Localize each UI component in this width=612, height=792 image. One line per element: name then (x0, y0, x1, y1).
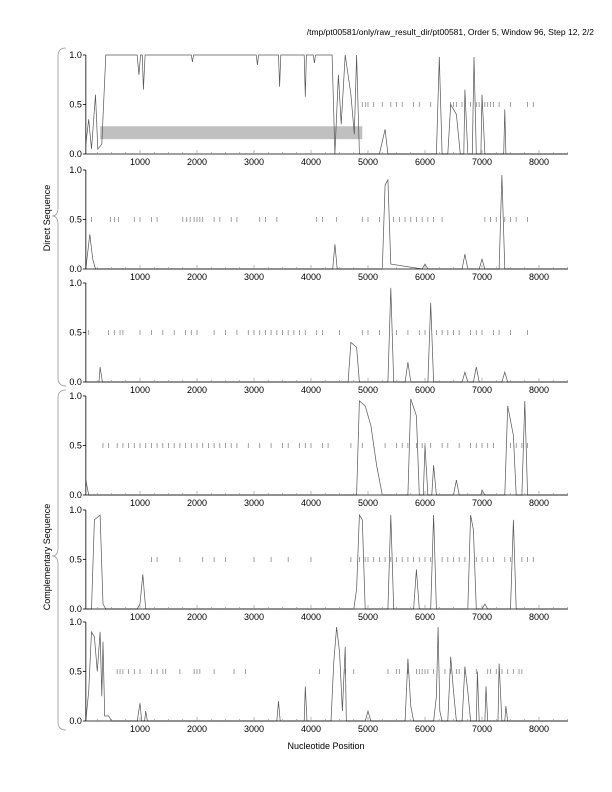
x-tick-label: 2000 (187, 498, 207, 508)
y-tick-label: 1.0 (69, 165, 82, 175)
x-tick-label: 5000 (358, 272, 378, 282)
x-tick-label: 1000 (130, 385, 150, 395)
chart-title: /tmp/pt00581/only/raw_result_dir/pt00581… (306, 27, 594, 37)
coding-potential-line (85, 174, 568, 270)
x-tick-label: 2000 (187, 272, 207, 282)
y-tick-label: 1.0 (69, 278, 82, 288)
x-tick-label: 3000 (244, 498, 264, 508)
x-tick-label: 7000 (472, 157, 492, 167)
x-tick-label: 3000 (244, 157, 264, 167)
y-tick-label: 0.5 (69, 667, 82, 677)
direct-sequence-brace (51, 47, 67, 387)
y-tick-label: 0.0 (69, 377, 82, 387)
x-tick-label: 7000 (472, 612, 492, 622)
y-tick-label: 0.0 (69, 264, 82, 274)
panel-3: 0.0 0.5 1.0 1000 2000 3000 4000 5000 6000 7000 800… (69, 278, 568, 395)
y-tick-label: 0.5 (69, 441, 82, 451)
y-tick-label: 1.0 (69, 50, 82, 60)
x-tick-label: 1000 (130, 724, 150, 734)
y-tick-label: 0.5 (69, 100, 82, 110)
y-tick-label: 0.5 (69, 215, 82, 225)
x-tick-label: 6000 (415, 724, 435, 734)
y-tick-label: 1.0 (69, 391, 82, 401)
x-tick-label: 3000 (244, 385, 264, 395)
x-tick-label: 6000 (415, 272, 435, 282)
coding-potential-line (85, 626, 568, 722)
x-tick-label: 6000 (415, 498, 435, 508)
y-tick-label: 0.0 (69, 490, 82, 500)
y-tick-label: 0.0 (69, 716, 82, 726)
panel-6: 0.0 0.5 1.0 1000 2000 3000 4000 5000 6000 7000 800… (69, 617, 568, 734)
x-tick-label: 1000 (130, 157, 150, 167)
x-tick-label: 3000 (244, 724, 264, 734)
y-tick-label: 0.5 (69, 555, 82, 565)
coding-potential-line (85, 398, 568, 496)
x-tick-label: 6000 (415, 157, 435, 167)
x-tick-label: 2000 (187, 157, 207, 167)
x-tick-label: 4000 (301, 272, 321, 282)
complementary-sequence-brace (51, 389, 67, 731)
x-tick-label: 7000 (472, 272, 492, 282)
x-tick-label: 1000 (130, 498, 150, 508)
x-tick-label: 8000 (529, 724, 549, 734)
x-axis-label: Nucleotide Position (287, 741, 365, 751)
x-tick-label: 1000 (130, 272, 150, 282)
x-tick-label: 5000 (358, 612, 378, 622)
panel-5: 0.0 0.5 1.0 1000 2000 3000 4000 5000 6000 7000 800… (69, 505, 568, 622)
x-tick-label: 7000 (472, 498, 492, 508)
panel-4: 0.0 0.5 1.0 1000 2000 3000 4000 5000 6000 7000 800… (69, 391, 568, 508)
x-tick-label: 5000 (358, 498, 378, 508)
y-tick-label: 0.5 (69, 328, 82, 338)
x-tick-label: 8000 (529, 385, 549, 395)
y-tick-label: 1.0 (69, 505, 82, 515)
x-tick-label: 7000 (472, 724, 492, 734)
x-tick-label: 2000 (187, 724, 207, 734)
x-tick-label: 8000 (529, 157, 549, 167)
x-tick-label: 4000 (301, 612, 321, 622)
x-tick-label: 4000 (301, 724, 321, 734)
x-tick-label: 2000 (187, 385, 207, 395)
x-tick-label: 5000 (358, 724, 378, 734)
y-tick-label: 1.0 (69, 617, 82, 627)
y-tick-label: 0.0 (69, 149, 82, 159)
panel-2: 0.0 0.5 1.0 1000 2000 3000 4000 5000 6000 7000 800… (69, 165, 568, 282)
x-tick-label: 8000 (529, 612, 549, 622)
coding-potential-line (85, 287, 568, 383)
coding-region-bar (100, 126, 363, 140)
x-tick-label: 4000 (301, 157, 321, 167)
x-tick-label: 4000 (301, 385, 321, 395)
x-tick-label: 2000 (187, 612, 207, 622)
x-tick-label: 8000 (529, 498, 549, 508)
x-tick-label: 1000 (130, 612, 150, 622)
x-tick-label: 3000 (244, 272, 264, 282)
x-tick-label: 6000 (415, 385, 435, 395)
x-tick-label: 4000 (301, 498, 321, 508)
coding-potential-line (85, 513, 568, 610)
x-tick-label: 5000 (358, 385, 378, 395)
x-tick-label: 3000 (244, 612, 264, 622)
y-tick-label: 0.0 (69, 604, 82, 614)
panel-1: 0.0 0.5 1.0 1000 2000 3000 4000 5000 6000 7000 800… (69, 50, 568, 167)
x-tick-label: 7000 (472, 385, 492, 395)
x-tick-label: 5000 (358, 157, 378, 167)
x-tick-label: 6000 (415, 612, 435, 622)
x-tick-label: 8000 (529, 272, 549, 282)
